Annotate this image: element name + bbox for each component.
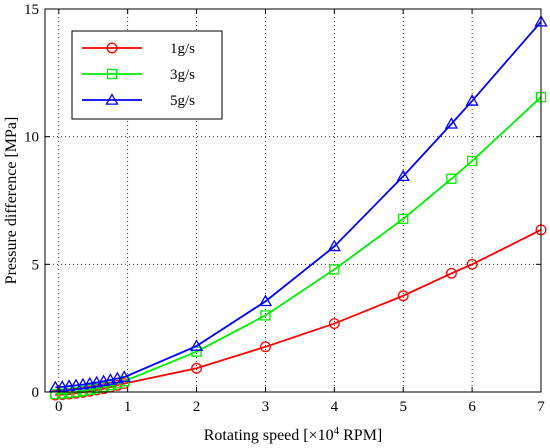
y-tick-label: 5	[32, 257, 40, 273]
data-point	[191, 346, 202, 357]
x-tick-label: 2	[193, 399, 201, 415]
data-point	[444, 117, 459, 129]
data-point	[117, 370, 131, 382]
data-point	[446, 173, 457, 184]
data-point	[84, 384, 95, 395]
x-tick-label: 7	[537, 399, 545, 415]
plot-frame	[44, 8, 542, 393]
data-point	[62, 379, 76, 391]
x-axis-title-main: Rotating speed [×10	[204, 427, 334, 444]
y-axis-title: Pressure difference [MPa]	[3, 117, 20, 285]
data-point	[466, 258, 478, 270]
data-point	[396, 169, 410, 182]
legend-swatch-marker	[105, 93, 119, 105]
data-point	[69, 378, 83, 391]
y-tick-label: 0	[32, 385, 40, 401]
data-point	[63, 387, 75, 398]
y-tick-label: 10	[24, 130, 39, 146]
data-point	[191, 362, 203, 374]
legend: 1g/s 3g/s 5g/s	[71, 30, 223, 120]
legend-label: 1g/s	[170, 41, 195, 57]
data-point	[327, 239, 341, 252]
x-tick-label: 6	[468, 399, 476, 415]
data-point	[260, 310, 271, 321]
x-tick-label: 4	[331, 399, 339, 415]
data-point	[465, 94, 479, 106]
data-point	[77, 385, 89, 397]
data-point	[189, 339, 204, 351]
x-tick-label: 0	[55, 399, 63, 415]
data-point	[91, 383, 102, 394]
data-point	[259, 341, 271, 353]
series-5g-s	[48, 14, 548, 393]
legend-swatch-marker	[106, 42, 118, 54]
data-point	[398, 213, 409, 225]
x-axis-title-tail: RPM]	[339, 427, 382, 444]
data-point	[258, 294, 273, 307]
data-point	[83, 376, 97, 389]
legend-box	[71, 30, 223, 120]
grid-lines	[45, 9, 541, 392]
legend-label: 5g/s	[170, 93, 195, 109]
x-axis-title-exponent: 4	[334, 425, 340, 437]
data-point	[328, 318, 340, 330]
series-line	[55, 229, 542, 396]
x-tick-label: 5	[399, 399, 407, 415]
x-tick-label: 1	[124, 399, 132, 415]
data-point	[50, 388, 61, 400]
data-point	[76, 377, 90, 390]
x-tick-label: 3	[262, 399, 270, 415]
legend-label: 3g/s	[170, 67, 195, 83]
data-point	[57, 388, 68, 399]
data-point	[397, 290, 409, 302]
data-point	[329, 264, 340, 275]
data-point	[55, 380, 69, 392]
x-axis-title: Rotating speed [×104 RPM]	[204, 425, 383, 444]
data-point	[445, 267, 457, 279]
legend-swatch-marker	[106, 68, 118, 80]
axis-ticks: 0 1 2 3 4 5 6 7 0 5 10 15	[24, 2, 545, 415]
y-tick-label: 15	[24, 2, 39, 18]
data-point	[466, 155, 478, 167]
